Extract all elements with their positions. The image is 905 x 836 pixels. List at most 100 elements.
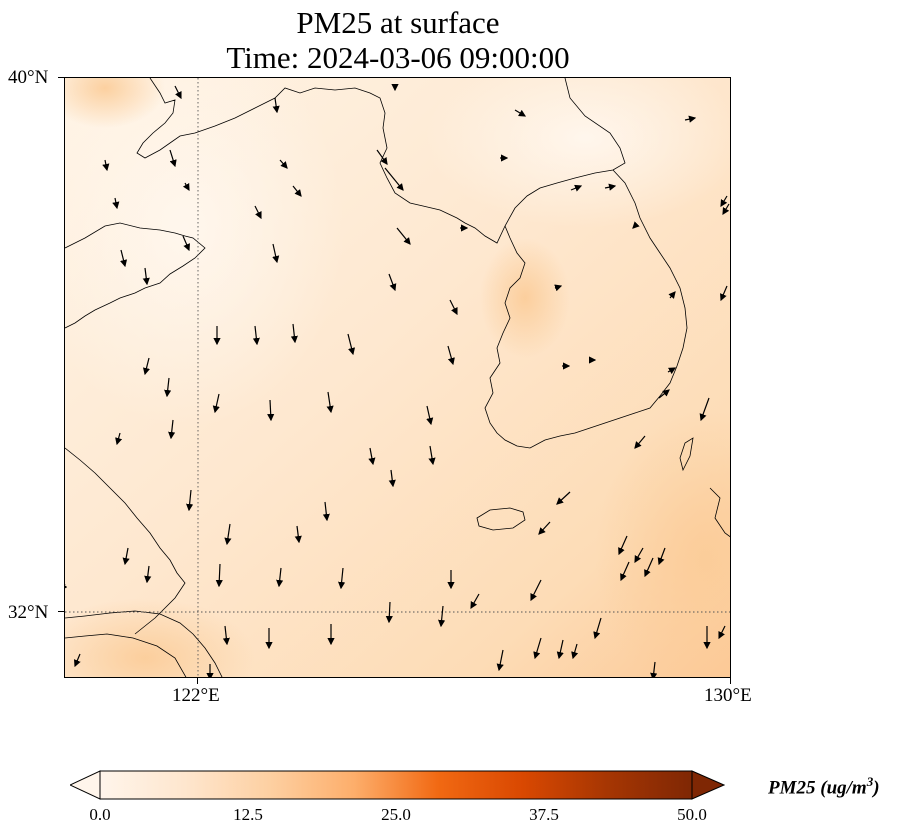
- wind-vectors: [65, 84, 730, 677]
- wind-arrow: [426, 405, 434, 426]
- coastline-north: [136, 78, 626, 244]
- colorbar: [70, 770, 725, 800]
- wind-arrow: [447, 345, 455, 366]
- wind-arrow: [144, 565, 152, 584]
- wind-arrow: [650, 661, 658, 677]
- low-concentration-area: [425, 78, 730, 228]
- wind-arrow: [174, 85, 182, 100]
- colorbar-label: PM25 (ug/m3): [768, 774, 880, 799]
- wind-arrow: [658, 389, 670, 399]
- colorbar-bar: [99, 770, 693, 800]
- wind-arrow: [593, 617, 602, 640]
- wind-arrow: [290, 323, 298, 344]
- wind-arrow: [618, 535, 628, 556]
- lat-tick-32n: [58, 611, 64, 612]
- colorbar-tick-label: 0.0: [89, 805, 111, 824]
- wind-arrow: [684, 115, 697, 123]
- wind-arrow: [224, 523, 232, 546]
- wind-arrow: [252, 325, 260, 346]
- lon-tick-130e: [730, 678, 731, 684]
- wind-arrow: [720, 285, 728, 302]
- wind-arrow: [620, 561, 630, 582]
- wind-arrow: [120, 249, 128, 268]
- coastlines: [65, 78, 730, 677]
- wind-arrow: [634, 547, 644, 564]
- wind-arrow: [571, 643, 579, 660]
- wind-arrow: [272, 243, 280, 264]
- wind-arrow: [570, 184, 583, 192]
- wind-arrow: [122, 547, 130, 566]
- wind-arrow: [164, 377, 172, 398]
- wind-arrow: [556, 639, 564, 660]
- wind-arrow: [604, 183, 617, 191]
- coastline-yangtze-north: [65, 610, 223, 677]
- wind-arrow: [215, 563, 223, 588]
- wind-arrow: [533, 637, 542, 660]
- wind-arrow: [718, 625, 726, 640]
- wind-arrow: [222, 625, 230, 646]
- colorbar-extend-min: [70, 770, 101, 800]
- wind-arrow: [470, 593, 480, 610]
- low-concentration-area: [65, 78, 345, 428]
- wind-arrow: [449, 299, 458, 316]
- wind-arrow: [267, 399, 275, 422]
- wind-arrow: [428, 445, 436, 466]
- tsushima-island: [679, 437, 694, 472]
- colorbar-tick-label: 50.0: [677, 805, 707, 824]
- wind-arrow: [212, 393, 220, 414]
- wind-arrow: [292, 185, 302, 197]
- wind-arrow: [347, 333, 356, 356]
- coastline-china-east: [65, 447, 186, 635]
- colorbar-tick-label: 25.0: [381, 805, 411, 824]
- wind-arrow: [294, 525, 302, 544]
- lon-label-130e: 130°E: [704, 685, 752, 706]
- coastline-kyushu: [709, 487, 730, 538]
- wind-arrow: [73, 653, 81, 668]
- high-concentration-area: [480, 238, 570, 358]
- wind-arrow: [699, 397, 710, 422]
- wind-arrow: [186, 489, 194, 512]
- coastline-yangtze-south: [65, 633, 187, 677]
- chart-title-line-2: Time: 2024-03-06 09:00:00: [226, 40, 570, 75]
- pm25-map: [65, 78, 730, 677]
- lon-tick-122e: [197, 678, 198, 684]
- wind-arrow: [112, 197, 120, 210]
- wind-arrow: [254, 205, 262, 220]
- wind-arrow: [376, 149, 388, 165]
- wind-arrow: [644, 557, 654, 578]
- lat-label-40n: 40°N: [8, 67, 49, 88]
- wind-arrow: [634, 435, 646, 449]
- wind-arrow: [720, 195, 728, 208]
- wind-arrow: [538, 521, 551, 535]
- chart-title-line-1: PM25 at surface: [296, 5, 500, 40]
- wind-arrow: [102, 159, 110, 172]
- wind-arrow: [169, 149, 177, 168]
- lat-label-32n: 32°N: [8, 602, 49, 623]
- wind-arrow: [722, 203, 730, 216]
- lon-label-122e: 122°E: [172, 685, 220, 706]
- wind-arrow: [514, 109, 527, 117]
- wind-arrow: [276, 567, 284, 588]
- wind-arrow: [368, 447, 376, 466]
- colorbar-tick-label: 12.5: [233, 805, 263, 824]
- high-concentration-area: [65, 598, 255, 677]
- wind-arrow: [338, 567, 346, 590]
- wind-arrow: [272, 97, 280, 114]
- wind-arrow: [496, 649, 504, 672]
- wind-arrow: [279, 159, 288, 169]
- wind-arrow: [142, 267, 150, 286]
- map-panel: [64, 77, 731, 678]
- wind-arrow: [384, 167, 404, 191]
- wind-arrow: [168, 419, 176, 440]
- wind-arrow: [438, 605, 446, 628]
- wind-arrow: [396, 227, 411, 245]
- wind-arrow: [326, 391, 334, 414]
- high-concentration-area: [595, 408, 730, 677]
- wind-arrow: [556, 491, 571, 505]
- wind-arrow: [322, 501, 330, 522]
- wind-arrow: [388, 469, 396, 488]
- lat-tick-40n: [58, 77, 64, 78]
- wind-arrow: [385, 601, 393, 624]
- wind-arrow: [115, 432, 123, 446]
- coastline-shandong: [65, 222, 206, 329]
